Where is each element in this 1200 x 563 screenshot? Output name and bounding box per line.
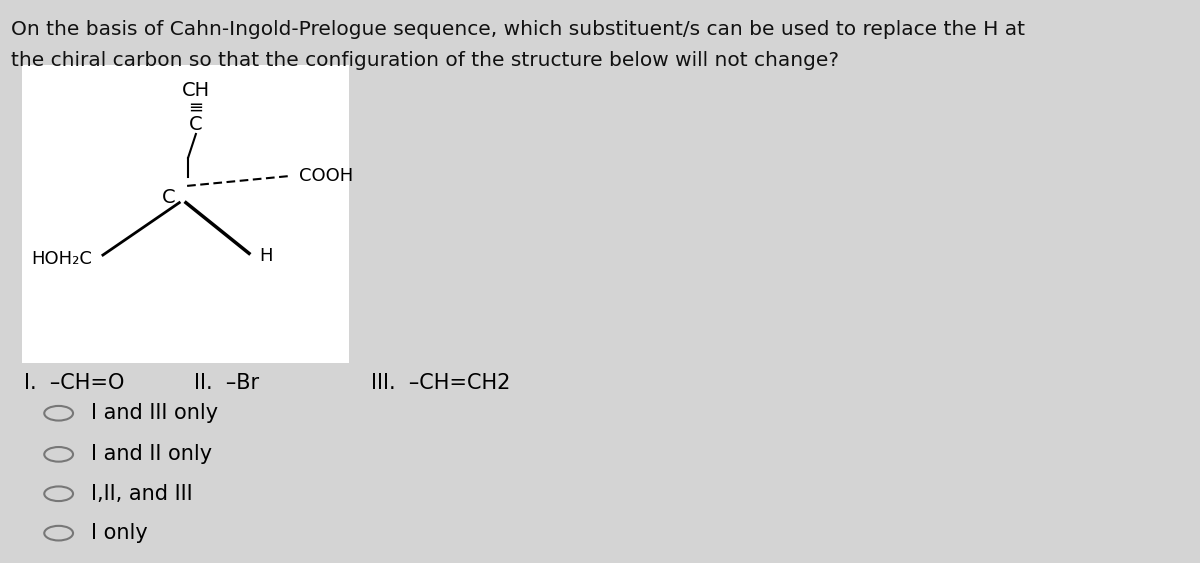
Text: COOH: COOH [299,167,353,185]
Text: the chiral carbon so that the configuration of the structure below will not chan: the chiral carbon so that the configurat… [11,51,839,70]
Text: III.  –CH=CH2: III. –CH=CH2 [371,373,510,393]
Text: I.  –CH=O: I. –CH=O [24,373,125,393]
Text: HOH₂C: HOH₂C [31,250,92,268]
Text: I only: I only [91,523,148,543]
Text: C: C [162,187,175,207]
Text: CH: CH [182,81,210,100]
FancyBboxPatch shape [22,65,349,363]
Text: On the basis of Cahn-Ingold-Prelogue sequence, which substituent/s can be used t: On the basis of Cahn-Ingold-Prelogue seq… [11,20,1025,39]
Text: I and II only: I and II only [91,444,212,464]
Text: I,II, and III: I,II, and III [91,484,192,504]
Text: II.  –Br: II. –Br [193,373,259,393]
Text: H: H [259,247,272,265]
Text: ≡: ≡ [188,99,204,117]
Text: I and III only: I and III only [91,403,218,423]
Text: C: C [190,115,203,135]
